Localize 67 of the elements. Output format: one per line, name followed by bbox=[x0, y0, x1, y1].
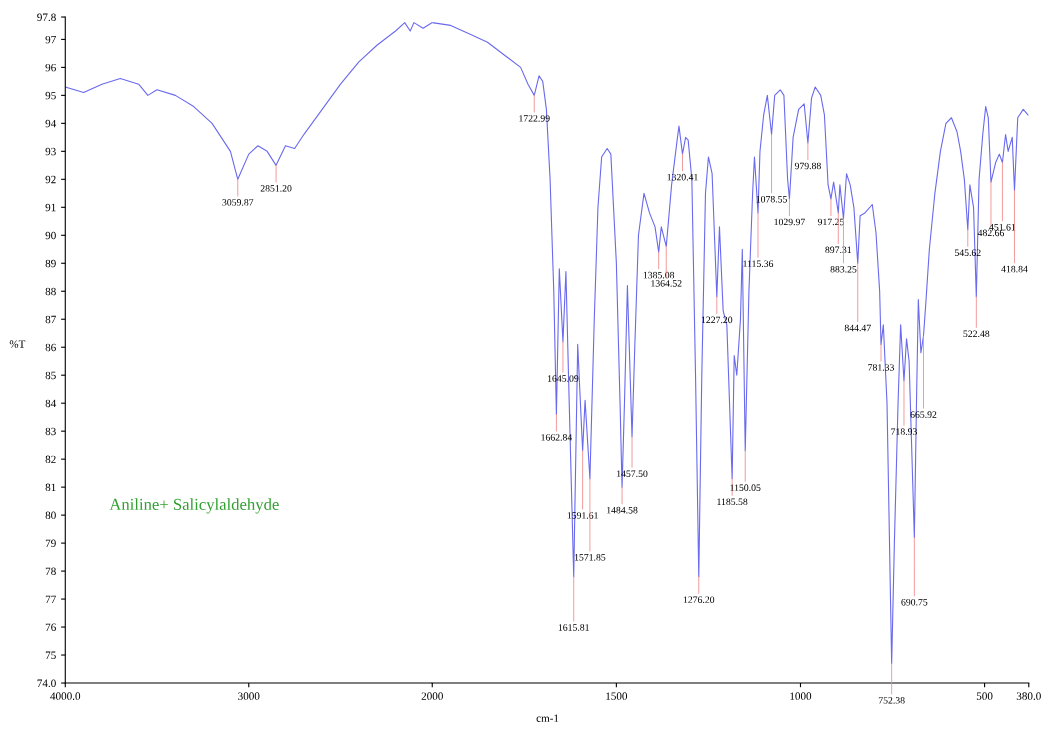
y-tick-label: 84 bbox=[45, 399, 57, 408]
annotation: 979.88 bbox=[794, 162, 821, 170]
annotation: 1227.20 bbox=[701, 316, 733, 324]
annotation: 1150.05 bbox=[730, 484, 761, 491]
annotation: 451.61 bbox=[989, 223, 1016, 231]
annotation: 1385.08 bbox=[643, 271, 675, 279]
annotation: 522.48 bbox=[963, 330, 990, 338]
x-tick-label: 380.0 bbox=[1016, 692, 1041, 700]
y-tick-label: 88 bbox=[45, 287, 56, 296]
y-tick-label: 92 bbox=[45, 175, 56, 184]
y-tick-label: 75 bbox=[45, 651, 56, 659]
y-tick-label: 77 bbox=[45, 595, 56, 603]
y-tick-label: 78 bbox=[45, 567, 56, 576]
annotation: 2851.20 bbox=[260, 185, 292, 192]
annotation: 1722.99 bbox=[519, 115, 550, 122]
annotation: Aniline+ Salicylaldehyde bbox=[109, 498, 279, 514]
y-tick-label: 82 bbox=[45, 455, 56, 464]
annotation: 1115.36 bbox=[743, 260, 774, 268]
annotation: 781.33 bbox=[868, 364, 894, 371]
x-tick-label: 500 bbox=[976, 692, 993, 700]
annotation: 718.93 bbox=[891, 428, 917, 435]
y-tick-label: 90 bbox=[45, 231, 56, 240]
annotation: 482.66 bbox=[977, 229, 1005, 237]
annotation: 665.92 bbox=[910, 411, 937, 418]
annotation: 1645.09 bbox=[548, 375, 579, 382]
annotation: 1029.97 bbox=[774, 218, 805, 226]
annotation: 545.62 bbox=[954, 249, 981, 257]
x-axis-title: cm-1 bbox=[536, 714, 559, 722]
annotation: 1591.61 bbox=[567, 512, 598, 519]
annotation: 1571.85 bbox=[574, 554, 606, 561]
y-tick-label: 96 bbox=[45, 63, 56, 72]
y-tick-label: 89 bbox=[45, 259, 56, 268]
y-tick-label: 95 bbox=[45, 91, 56, 100]
y-tick-label: 93 bbox=[45, 147, 56, 156]
x-tick-label: 1500 bbox=[606, 692, 628, 700]
y-tick-label: 80 bbox=[45, 511, 56, 520]
x-tick-label: 3000 bbox=[238, 692, 260, 700]
annotation: 917.25 bbox=[817, 218, 844, 226]
y-tick-label: 83 bbox=[45, 427, 56, 436]
annotation: 690.75 bbox=[901, 598, 928, 606]
x-tick-label: 4000.0 bbox=[50, 692, 81, 700]
annotation: 1662.84 bbox=[541, 434, 573, 441]
y-tick-label: 76 bbox=[45, 623, 56, 632]
annotation: 844.47 bbox=[844, 324, 871, 332]
annotation: 418.84 bbox=[1001, 265, 1028, 273]
y-tick-label: 79 bbox=[45, 539, 56, 548]
y-tick-label: 85 bbox=[45, 371, 56, 380]
y-tick-label: 87 bbox=[45, 315, 56, 324]
annotation: 752.38 bbox=[878, 697, 905, 704]
y-axis-title: %T bbox=[9, 340, 26, 348]
annotation: 1364.52 bbox=[651, 280, 682, 287]
x-tick-label: 1000 bbox=[790, 692, 812, 700]
y-tick-label: 81 bbox=[45, 483, 56, 492]
annotation: 1276.20 bbox=[683, 596, 715, 604]
annotation: 1484.58 bbox=[607, 506, 638, 514]
x-tick-label: 2000 bbox=[421, 692, 443, 700]
y-tick-label: 91 bbox=[45, 203, 56, 212]
annotation: 1185.58 bbox=[717, 498, 748, 506]
annotation: 897.31 bbox=[825, 246, 852, 254]
y-tick-label: 86 bbox=[45, 343, 56, 352]
y-tick-label: 97 bbox=[45, 35, 56, 44]
annotation: 883.25 bbox=[830, 266, 857, 273]
annotation: 1615.81 bbox=[558, 624, 589, 631]
annotation: 3059.87 bbox=[222, 199, 254, 206]
y-tick-label: 74.0 bbox=[37, 679, 56, 688]
y-tick-label: 97.8 bbox=[37, 13, 56, 22]
y-tick-label: 94 bbox=[45, 119, 57, 128]
